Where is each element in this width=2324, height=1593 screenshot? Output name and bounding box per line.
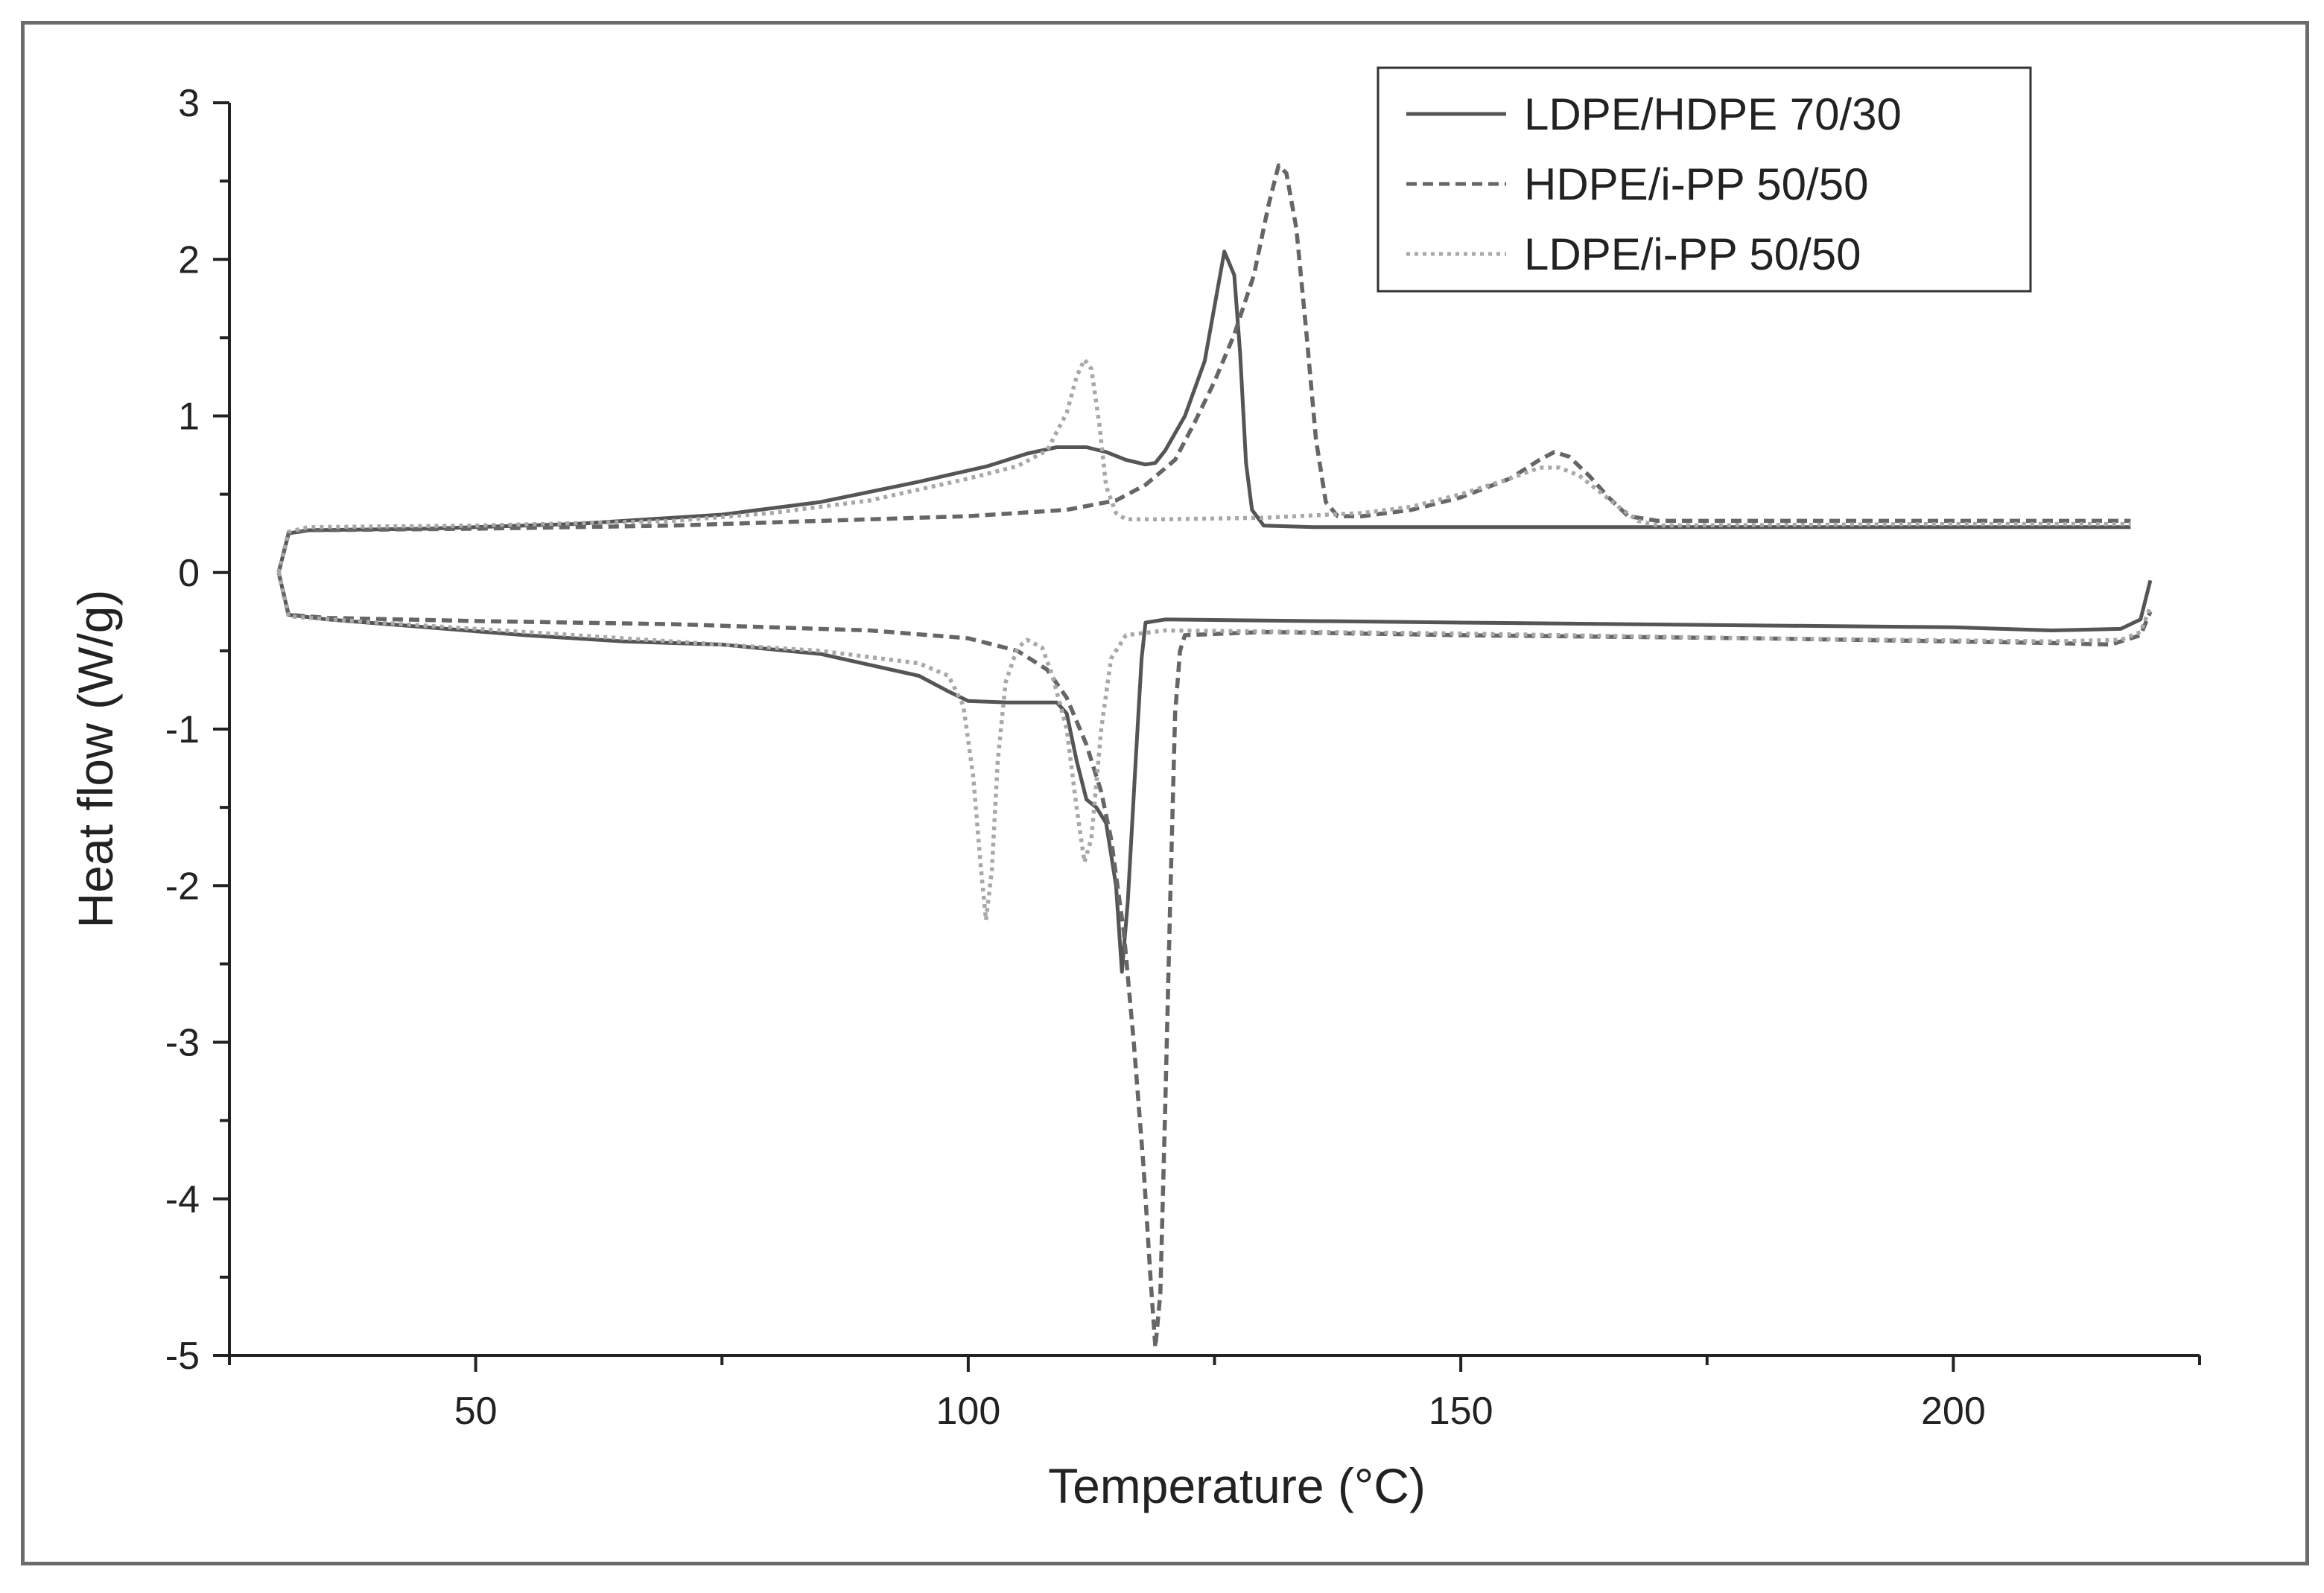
y-tick-label: -4	[165, 1178, 200, 1221]
legend-label-1: LDPE/HDPE 70/30	[1524, 89, 1902, 139]
y-tick-label: -1	[165, 708, 200, 751]
series-1-cooling-line	[276, 572, 2153, 974]
x-tick-label: 200	[1921, 1390, 1986, 1433]
y-tick-label: 3	[178, 82, 200, 125]
series-2-cooling-line	[276, 572, 2153, 1350]
series-3-cooling-line	[276, 572, 2153, 923]
legend: LDPE/HDPE 70/30 HDPE/i-PP 50/50 LDPE/i-PP …	[1377, 66, 2032, 293]
dsc-chart: 50 100 150 200 3 2 1 0 -1 -2 -3 -4 -5 LDPE/HDPE 70/3…	[68, 66, 2201, 1513]
legend-box	[1377, 66, 2032, 293]
x-tick-label: 100	[936, 1390, 1000, 1433]
y-tick-label: 1	[178, 395, 200, 439]
series-1-heating-line	[276, 249, 2131, 573]
y-axis-label: Heat flow (W/g)	[68, 590, 123, 929]
series-group	[276, 163, 2153, 1350]
y-tick-label: -2	[165, 865, 200, 908]
y-tick-label: -3	[165, 1022, 200, 1065]
series-3-heating-line	[276, 357, 2131, 573]
x-axis-label: Temperature (°C)	[1048, 1458, 1426, 1513]
y-tick-label: -5	[165, 1335, 200, 1378]
axes: 50 100 150 200 3 2 1 0 -1 -2 -3 -4 -5	[165, 82, 2201, 1433]
figure-frame: 50 100 150 200 3 2 1 0 -1 -2 -3 -4 -5 LDPE/HDPE 70/3…	[21, 21, 2309, 1565]
legend-label-2: HDPE/i-PP 50/50	[1524, 159, 1868, 209]
legend-label-3: LDPE/i-PP 50/50	[1524, 229, 1861, 279]
x-tick-label: 50	[454, 1390, 498, 1433]
y-tick-label: 2	[178, 238, 200, 282]
y-tick-label: 0	[178, 552, 200, 595]
x-tick-label: 150	[1429, 1390, 1493, 1433]
